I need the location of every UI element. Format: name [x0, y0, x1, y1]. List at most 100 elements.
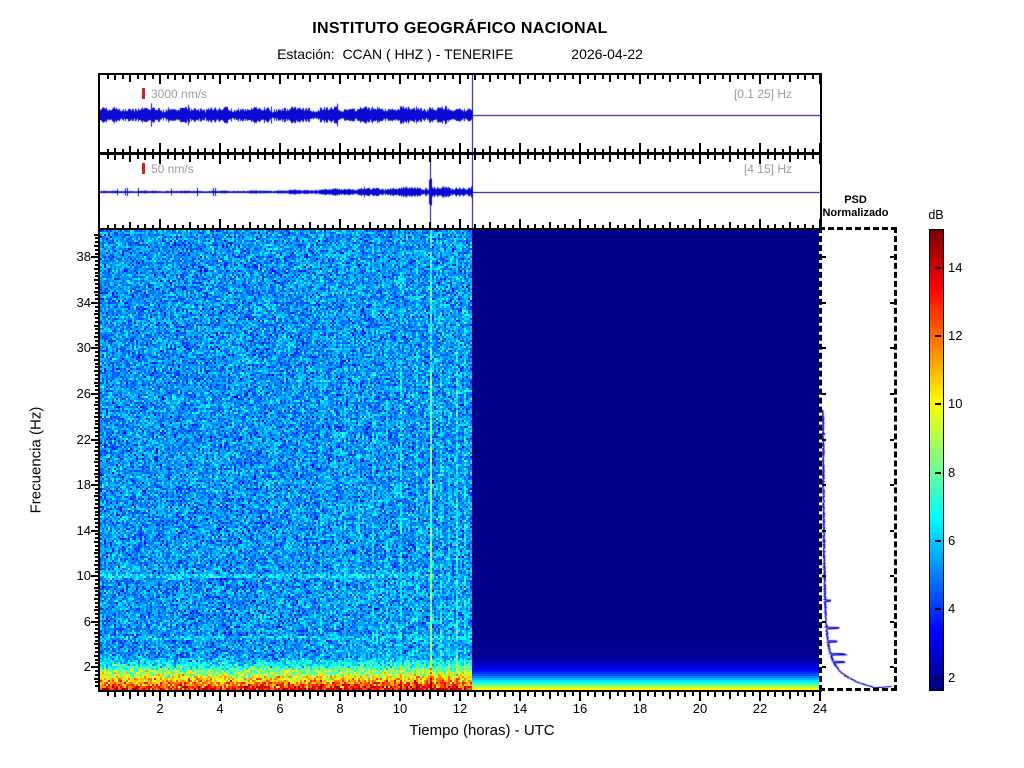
- x-tick-label: 22: [752, 701, 768, 716]
- x-tick: [241, 224, 244, 228]
- x-tick: [796, 155, 799, 159]
- x-tick: [804, 692, 806, 697]
- spectrogram-canvas: [100, 230, 820, 690]
- x-tick: [714, 155, 716, 160]
- x-tick: [751, 148, 754, 152]
- x-tick: [729, 692, 731, 699]
- x-tick: [361, 148, 364, 152]
- x-tick: [414, 223, 416, 228]
- y-tick: [91, 575, 98, 577]
- x-tick: [759, 143, 761, 152]
- x-tick: [699, 219, 701, 228]
- psd-tick: [822, 575, 826, 578]
- x-tick: [421, 75, 424, 79]
- x-tick: [609, 145, 611, 152]
- x-tick: [421, 155, 424, 159]
- x-tick: [534, 692, 536, 697]
- x-tick: [324, 223, 326, 228]
- x-tick: [624, 147, 626, 152]
- x-tick: [286, 224, 289, 228]
- x-tick: [399, 219, 401, 228]
- x-tick: [744, 692, 746, 697]
- x-tick: [219, 692, 221, 701]
- x-tick: [586, 224, 589, 228]
- x-tick: [301, 224, 304, 228]
- x-tick: [196, 155, 199, 159]
- x-tick: [166, 148, 169, 152]
- psd-tick: [890, 620, 894, 623]
- y-tick: [95, 408, 98, 410]
- x-tick: [361, 155, 364, 159]
- x-tick: [249, 75, 251, 82]
- y-tick: [95, 617, 98, 619]
- x-tick: [444, 75, 446, 80]
- x-tick: [354, 692, 356, 697]
- x-tick: [654, 75, 656, 80]
- x-tick: [354, 75, 356, 80]
- x-tick: [474, 147, 476, 152]
- x-tick: [144, 155, 146, 160]
- x-tick: [211, 155, 214, 159]
- x-tick: [654, 155, 656, 160]
- x-tick: [661, 224, 664, 228]
- x-tick: [249, 155, 251, 162]
- x-tick: [601, 692, 604, 696]
- x-tick: [489, 221, 491, 228]
- x-tick: [549, 221, 551, 228]
- x-tick: [444, 692, 446, 697]
- x-tick: [204, 75, 206, 80]
- x-tick: [594, 147, 596, 152]
- colorbar: [929, 229, 944, 691]
- x-tick: [541, 224, 544, 228]
- x-tick: [699, 155, 701, 164]
- y-tick: [95, 385, 98, 387]
- x-tick: [526, 148, 529, 152]
- x-tick: [354, 223, 356, 228]
- x-tick: [646, 75, 649, 79]
- x-tick: [436, 155, 439, 159]
- y-tick: [95, 583, 98, 585]
- x-tick: [324, 147, 326, 152]
- x-tick: [601, 155, 604, 159]
- y-tick: [95, 431, 98, 433]
- y-tick: [95, 492, 98, 494]
- y-tick: [95, 514, 98, 516]
- x-tick: [736, 155, 739, 159]
- x-tick: [804, 75, 806, 80]
- y-tick: [95, 389, 98, 391]
- x-tick: [189, 145, 191, 152]
- x-tick: [241, 148, 244, 152]
- x-tick: [421, 224, 424, 228]
- y-tick: [95, 488, 98, 490]
- x-tick: [211, 75, 214, 79]
- x-tick: [316, 692, 319, 696]
- y-tick: [93, 370, 98, 372]
- x-tick: [444, 155, 446, 160]
- x-tick: [391, 148, 394, 152]
- y-tick: [91, 666, 98, 668]
- x-tick: [226, 224, 229, 228]
- psd-tick: [890, 575, 894, 578]
- psd-tick: [822, 529, 826, 532]
- y-tick: [95, 537, 98, 539]
- x-tick: [766, 692, 769, 696]
- x-tick: [339, 219, 341, 228]
- y-tick: [95, 374, 98, 376]
- x-tick: [174, 692, 176, 697]
- colorbar-tick-label: 2: [948, 669, 956, 685]
- x-tick: [129, 75, 131, 82]
- psd-tick: [822, 392, 826, 395]
- y-tick: [95, 606, 98, 608]
- x-tick: [234, 223, 236, 228]
- y-tick: [95, 264, 98, 266]
- x-tick: [324, 75, 326, 80]
- x-tick: [721, 75, 724, 79]
- y-tick: [93, 404, 98, 406]
- x-tick: [256, 148, 259, 152]
- x-tick: [339, 75, 341, 84]
- x-tick: [174, 155, 176, 160]
- y-tick: [91, 621, 98, 623]
- y-tick: [95, 465, 98, 467]
- y-tick: [93, 234, 98, 236]
- y-tick: [95, 366, 98, 368]
